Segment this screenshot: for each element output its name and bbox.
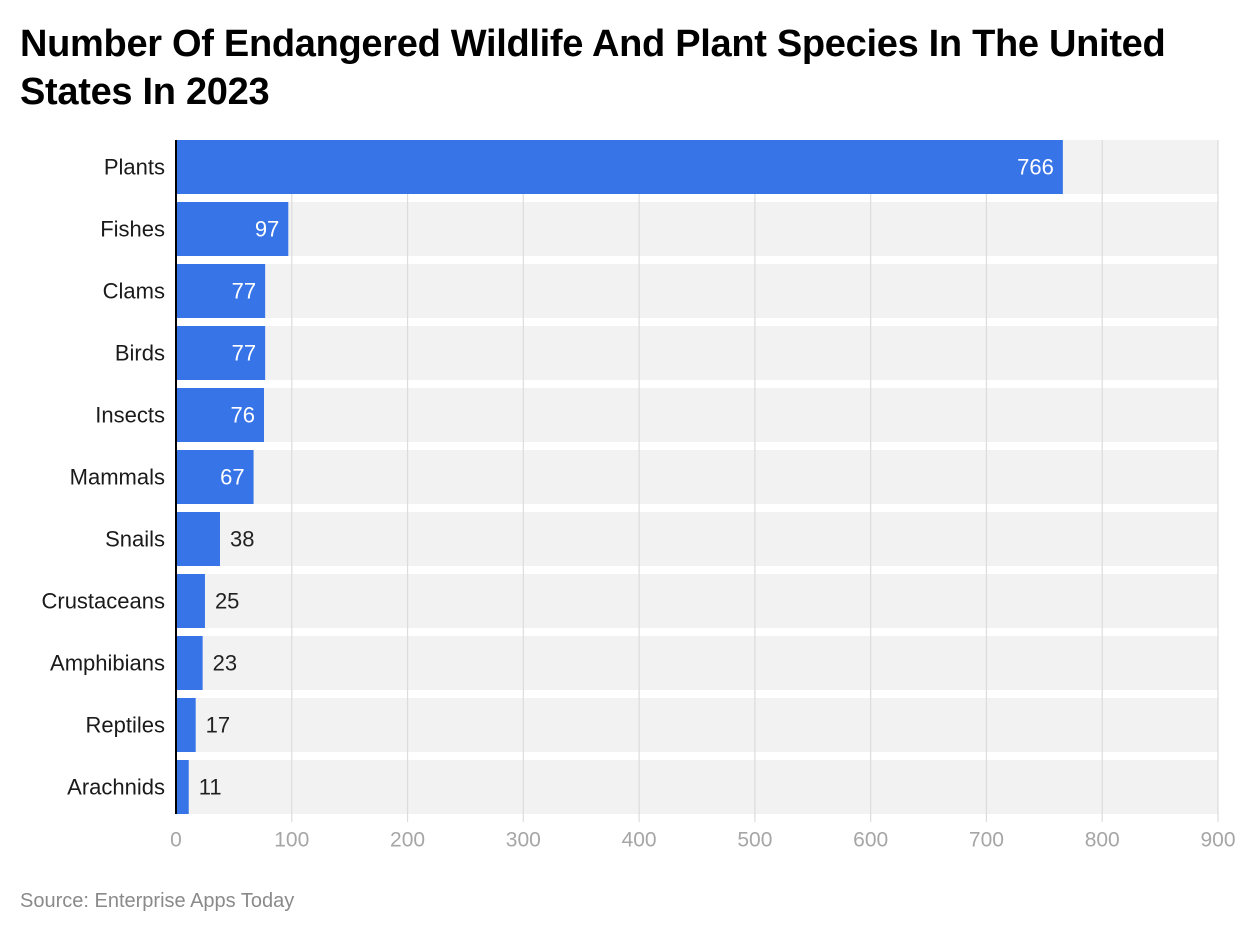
value-label: 77 [232,279,256,304]
bar-reptiles [176,698,196,752]
row-band [176,202,1218,256]
x-tick-label: 200 [390,829,425,852]
x-tick-label: 0 [170,829,182,852]
category-label: Clams [103,279,165,304]
value-label: 11 [199,775,222,800]
x-tick-label: 700 [969,829,1004,852]
category-label: Reptiles [86,713,165,738]
row-band [176,326,1218,380]
value-label: 17 [206,713,230,738]
x-tick-label: 400 [622,829,657,852]
x-tick-label: 900 [1200,829,1235,852]
category-label: Mammals [70,465,165,490]
chart-title: Number Of Endangered Wildlife And Plant … [20,23,1166,113]
x-tick-label: 300 [506,829,541,852]
row-band [176,698,1218,752]
bar-fishes [176,202,289,256]
row-band [176,760,1218,814]
x-tick-label: 500 [737,829,772,852]
value-label: 23 [213,651,237,676]
value-label: 76 [231,403,255,428]
row-band [176,574,1218,628]
row-band [176,636,1218,690]
category-label: Arachnids [67,775,165,800]
category-label: Plants [104,155,165,180]
bar-plants [176,140,1063,194]
row-band [176,450,1218,504]
row-band [176,264,1218,318]
bar-birds [176,326,266,380]
category-label: Fishes [100,217,165,242]
category-label: Birds [115,341,165,366]
source-note: Source: Enterprise Apps Today [20,890,295,912]
row-band [176,388,1218,442]
row-band [176,512,1218,566]
bar-clams [176,264,266,318]
value-labels: 766 97 77 77 76 67 38 25 23 17 11 [199,155,1054,800]
value-label: 25 [215,589,239,614]
bar-snails [176,512,220,566]
x-axis-ticks: 0 100 200 300 400 500 600 700 800 900 [170,829,1235,852]
value-label: 77 [232,341,256,366]
x-tick-label: 800 [1085,829,1120,852]
x-tick-label: 600 [853,829,888,852]
category-labels: Plants Fishes Clams Birds Insects Mammals Snai… [41,155,165,800]
category-label: Amphibians [50,651,165,676]
bar-insects [176,388,264,442]
value-label: 67 [220,465,244,490]
row-bands [176,140,1218,814]
category-label: Crustaceans [41,589,165,614]
bar-arachnids [176,760,189,814]
bar-mammals [176,450,254,504]
value-label: 38 [230,527,254,552]
bar-crustaceans [176,574,205,628]
bar-amphibians [176,636,203,690]
value-label: 766 [1017,155,1054,180]
category-label: Insects [95,403,165,428]
gridlines [291,140,1219,822]
category-label: Snails [105,527,165,552]
bars [176,140,1063,814]
value-label: 97 [255,217,279,242]
x-tick-label: 100 [274,829,309,852]
